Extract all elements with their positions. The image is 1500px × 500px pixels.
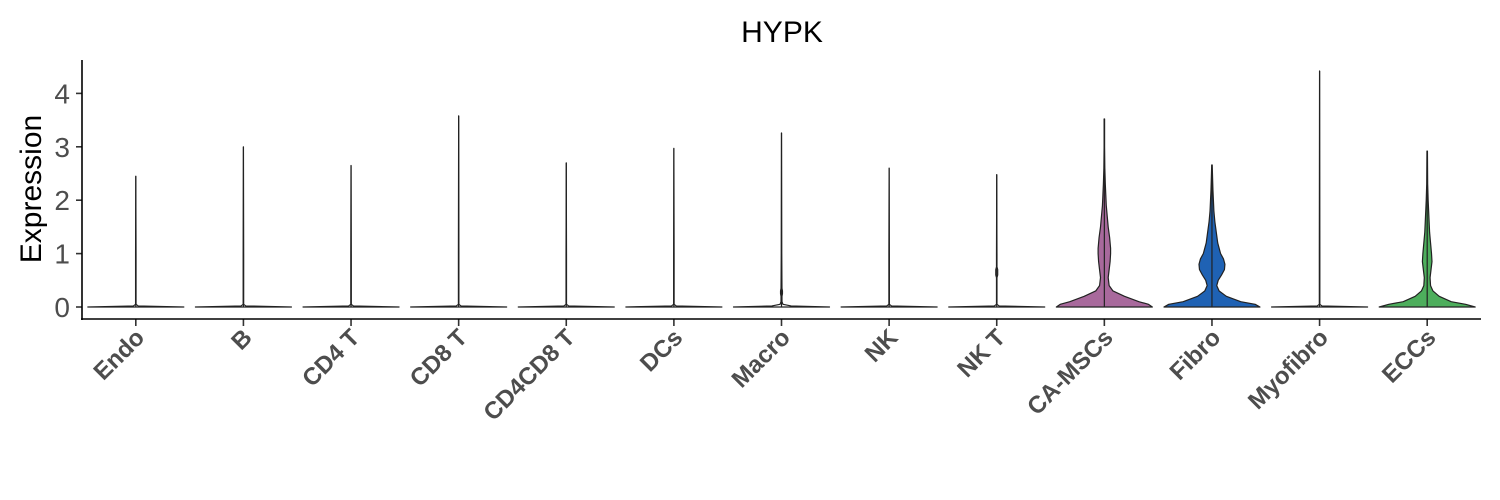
x-tick-label: Myofibro xyxy=(1243,324,1334,415)
x-tick-label: DCs xyxy=(635,324,688,377)
y-tick-label: 0 xyxy=(54,292,70,323)
y-tick-label: 4 xyxy=(54,78,70,109)
x-tick-label: ECCs xyxy=(1377,324,1441,388)
y-tick-label: 1 xyxy=(54,239,70,270)
x-tick-label: CA-MSCs xyxy=(1022,324,1118,420)
x-axis-ticks: Endo B CD4 T CD8 T CD4CD8 T DCs Macro NK NK T CA-… xyxy=(89,319,1441,426)
y-tick-label: 3 xyxy=(54,132,70,163)
x-tick-label: CD8 T xyxy=(405,324,473,392)
x-tick-label: NK T xyxy=(952,324,1011,383)
chart-title: HYPK xyxy=(741,16,823,49)
x-tick-label: Fibro xyxy=(1165,324,1227,386)
y-axis-title: Expression xyxy=(15,115,48,263)
y-tick-label: 2 xyxy=(54,185,70,216)
x-tick-label: NK xyxy=(860,324,904,368)
x-tick-label: Macro xyxy=(727,324,796,393)
x-tick-label: CD4 T xyxy=(297,324,365,392)
x-tick-label: Endo xyxy=(89,324,151,386)
x-tick-label: B xyxy=(226,324,257,355)
violins xyxy=(87,70,1476,308)
y-axis-ticks: 0 1 2 3 4 xyxy=(54,78,82,323)
x-tick-label: CD4CD8 T xyxy=(478,324,580,426)
